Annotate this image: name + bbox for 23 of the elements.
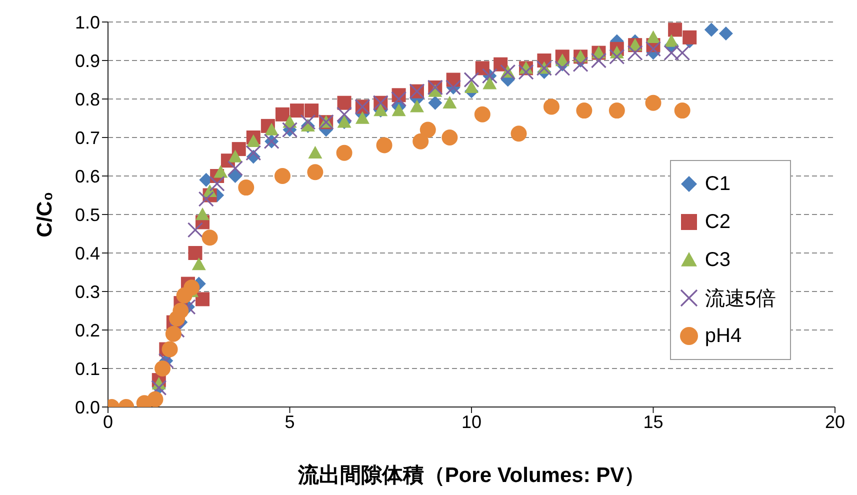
y-axis-title: C/C₀ — [33, 192, 56, 238]
x-tick-label: 10 — [461, 412, 482, 432]
y-tick-label: 0.9 — [74, 50, 100, 71]
y-tick-label: 0.6 — [74, 166, 100, 186]
y-tick-label: 0.7 — [74, 128, 100, 148]
x-tick-label: 20 — [824, 412, 846, 432]
x-axis-title: 流出間隙体積（Pore Volumes: PV） — [296, 462, 646, 487]
legend-label: C3 — [704, 248, 730, 272]
y-tick-label: 0.2 — [74, 320, 100, 340]
y-tick-label: 0.8 — [74, 89, 100, 110]
legend-label: 流速5倍 — [704, 286, 776, 312]
y-tick-label: 0.0 — [74, 397, 100, 418]
legend-label: C2 — [704, 210, 730, 234]
y-tick-label: 0.5 — [74, 204, 100, 225]
y-tick-label: 0.3 — [74, 282, 100, 302]
x-tick-label: 0 — [102, 412, 114, 432]
y-tick-label: 0.4 — [74, 243, 100, 264]
x-tick-label: 5 — [284, 412, 295, 432]
y-tick-label: 0.1 — [74, 358, 100, 379]
y-tick-label: 1.0 — [74, 12, 100, 32]
x-tick-label: 15 — [643, 412, 664, 432]
legend-label: C1 — [704, 172, 730, 196]
legend-label: pH4 — [704, 324, 742, 348]
